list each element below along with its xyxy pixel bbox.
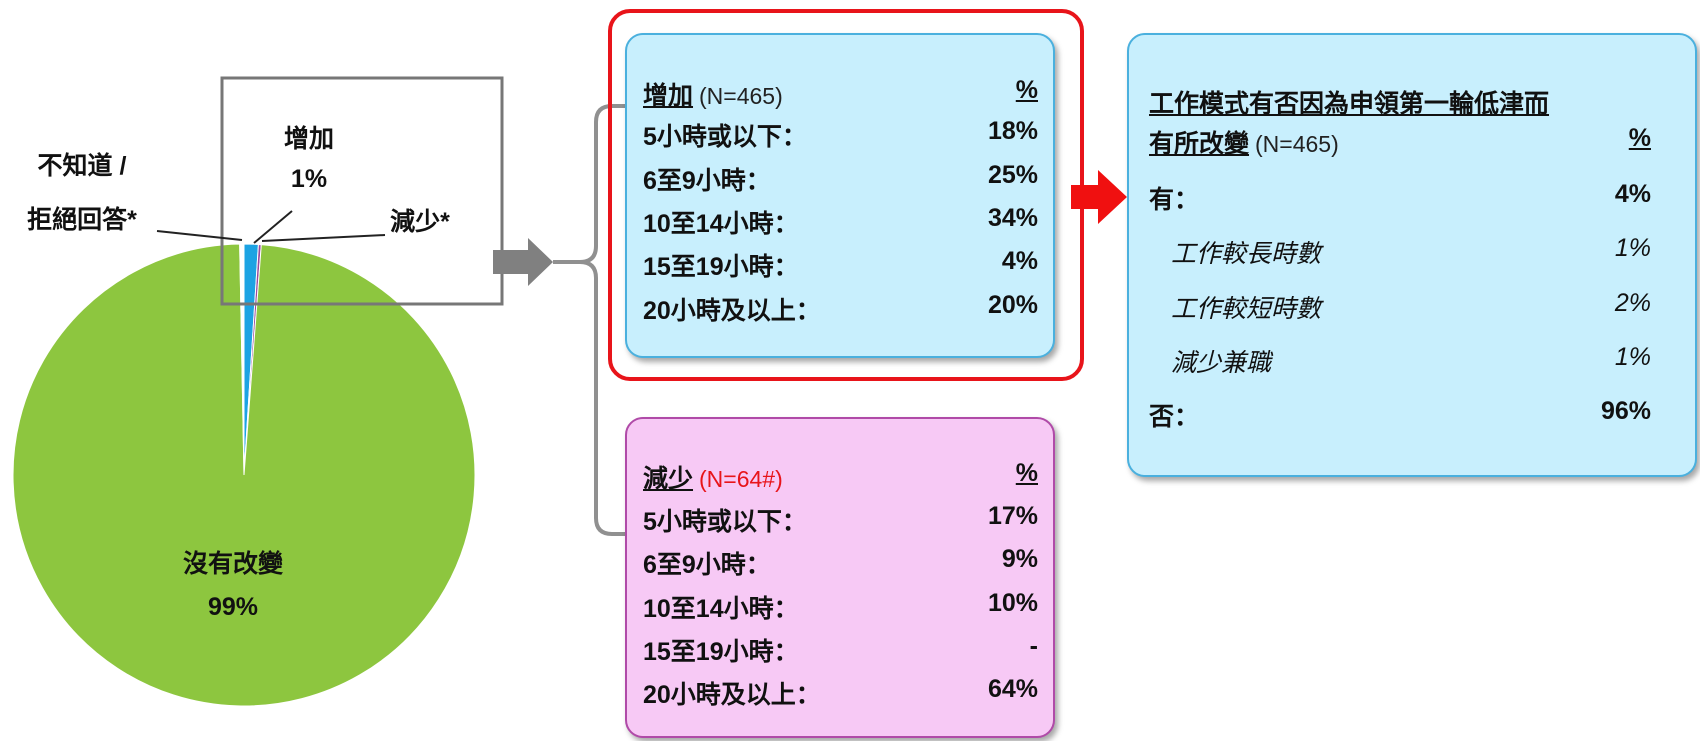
slice-label: 減少*	[390, 208, 450, 236]
pct-header: %	[1015, 76, 1038, 104]
decrease-box	[625, 417, 1055, 738]
row-label: 10至14小時：	[643, 210, 799, 238]
row-value: 64%	[987, 675, 1038, 703]
leader-line	[253, 210, 293, 244]
row-value: 9%	[1001, 545, 1038, 573]
pie	[12, 243, 476, 707]
leader-line	[156, 230, 243, 241]
row-label: 10至14小時：	[643, 595, 799, 623]
row-value: 18%	[987, 117, 1038, 145]
box-title: 增加 (N=465)	[643, 82, 783, 110]
row-label: 6至9小時：	[643, 167, 771, 195]
row-label: 15至19小時：	[643, 253, 799, 281]
row-label: 15至19小時：	[643, 638, 799, 666]
row-value: 10%	[987, 589, 1038, 617]
row-label: 5小時或以下：	[643, 508, 807, 536]
pct-header: %	[1015, 459, 1038, 487]
arrow	[493, 238, 553, 286]
row-value: 4%	[1001, 247, 1038, 275]
row-label: 工作較長時數	[1171, 240, 1322, 268]
box-note: (N=465)	[699, 83, 783, 109]
box-note: (N=64#)	[699, 466, 783, 492]
row-label: 減少兼職	[1171, 349, 1272, 377]
slice-label: 增加	[283, 125, 335, 153]
row-value: 2%	[1614, 289, 1651, 317]
row-value: 20%	[987, 291, 1038, 319]
bracket	[553, 104, 625, 536]
box-title: 減少 (N=64#)	[643, 465, 783, 493]
leader-line	[261, 234, 386, 242]
row-value: 34%	[987, 204, 1038, 232]
row-value: -	[1029, 632, 1038, 660]
row-label: 有：	[1149, 186, 1200, 214]
box-title: 工作模式有否因為申領第一輪低津而	[1149, 90, 1550, 118]
row-value: 17%	[987, 502, 1038, 530]
row-label: 5小時或以下：	[643, 123, 807, 151]
arrow	[1071, 170, 1127, 224]
slice-label: 不知道 / 拒絕回答*	[27, 152, 137, 234]
row-label: 否：	[1149, 403, 1200, 431]
result-box	[1127, 33, 1697, 477]
row-value: 96%	[1600, 397, 1651, 425]
pie-slice	[239, 243, 245, 476]
row-label: 20小時及以上：	[643, 297, 821, 325]
row-value: 25%	[987, 161, 1038, 189]
box-title: 有所改變 (N=465)	[1149, 130, 1339, 158]
increase-box	[625, 33, 1055, 358]
row-value: 4%	[1614, 180, 1651, 208]
pct-header: %	[1628, 124, 1651, 152]
slice-value: 1%	[290, 165, 328, 193]
row-value: 1%	[1614, 234, 1651, 262]
row-label: 6至9小時：	[643, 551, 771, 579]
row-label: 20小時及以上：	[643, 681, 821, 709]
zoom-box	[220, 76, 504, 306]
box-note: (N=465)	[1255, 131, 1339, 157]
row-value: 1%	[1614, 343, 1651, 371]
slice-value: 99%	[207, 593, 259, 621]
pie-slice	[12, 243, 476, 707]
slice-label: 沒有改變	[182, 550, 284, 578]
row-label: 工作較短時數	[1171, 295, 1322, 323]
